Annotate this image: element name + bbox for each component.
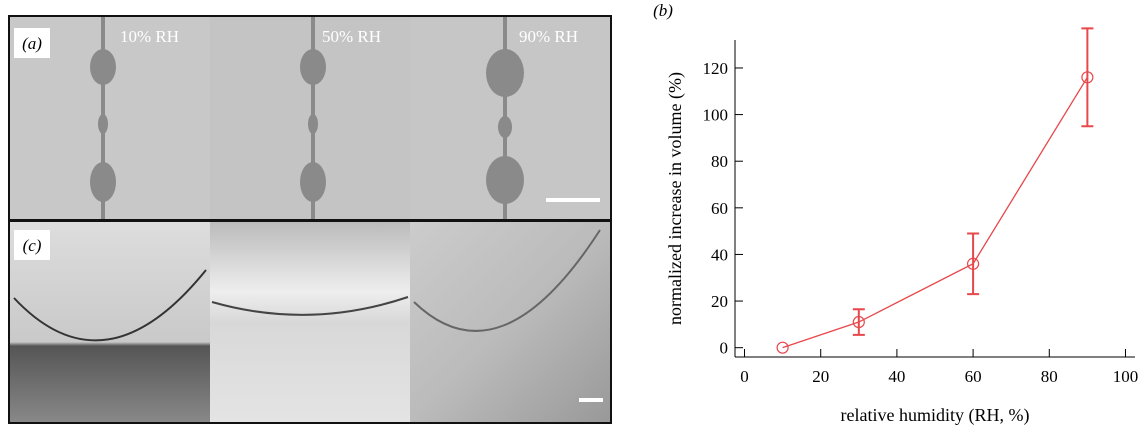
y-tick-label: 120 (703, 59, 729, 78)
x-tick-label: 20 (812, 367, 829, 386)
panel-label: (c) (23, 236, 42, 255)
y-axis-label: normalized increase in volume (%) (665, 72, 686, 325)
y-tick-label: 0 (720, 339, 729, 358)
y-tick-label: 40 (711, 245, 728, 264)
y-tick-label: 80 (711, 152, 728, 171)
error-bar (853, 309, 865, 335)
panel-label: (b) (653, 1, 673, 20)
y-tick-label: 20 (711, 292, 728, 311)
image (210, 222, 410, 422)
panel-c: (c) (10, 222, 610, 422)
chart: (b) 0 20 40 60 80 100 120 0 20 40 60 80 100 relative … (653, 1, 1138, 426)
x-tick-label: 80 (1041, 367, 1058, 386)
line (783, 77, 1088, 347)
y-tick-label: 100 (703, 106, 729, 125)
scale-bar (579, 398, 603, 402)
x-tick-label: 0 (740, 367, 749, 386)
error-bar (1081, 28, 1093, 126)
error-bar (967, 233, 979, 294)
page: (a) 10% RH 50% RH 90% RH (c) (b) 0 20 40 60… (0, 0, 1145, 437)
panel-a: (a) 10% RH 50% RH 90% RH (10, 17, 610, 219)
x-tick-label: 60 (965, 367, 982, 386)
x-axis-label: relative humidity (RH, %) (841, 405, 1030, 426)
scale-bar (546, 198, 600, 202)
caption: 50% RH (322, 27, 381, 46)
x-tick-label: 40 (888, 367, 905, 386)
figure: (a) 10% RH 50% RH 90% RH (c) (b) 0 20 40 60… (0, 0, 1145, 432)
y-tick-label: 60 (711, 199, 728, 218)
caption: 10% RH (120, 27, 179, 46)
caption: 90% RH (519, 27, 578, 46)
x-tick-label: 100 (1113, 367, 1139, 386)
panel-label: (a) (22, 34, 42, 53)
